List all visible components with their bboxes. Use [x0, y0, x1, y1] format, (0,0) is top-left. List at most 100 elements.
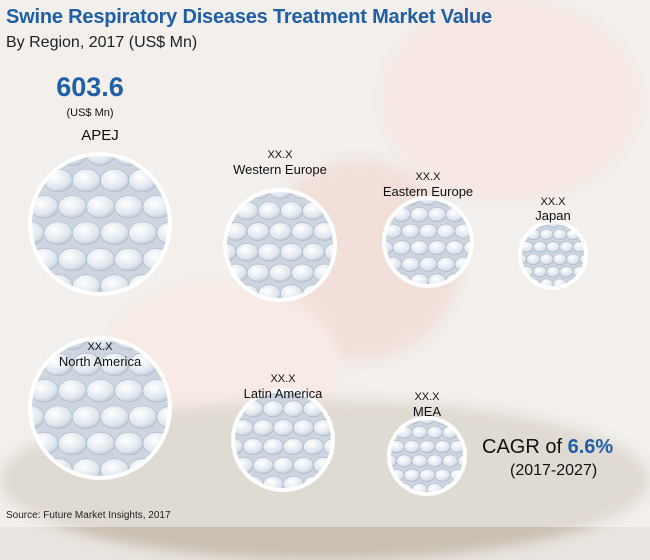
- pill: [272, 419, 294, 437]
- chart-title: Swine Respiratory Diseases Treatment Mar…: [6, 6, 492, 28]
- pill: [57, 431, 87, 456]
- pill: [559, 241, 574, 253]
- pill: [586, 217, 599, 228]
- pill: [100, 221, 130, 245]
- pill: [323, 438, 333, 455]
- bubble-edge: [518, 220, 588, 290]
- bubble-edge: [28, 336, 172, 480]
- pill: [142, 379, 170, 403]
- cagr-period: (2017-2027): [510, 462, 598, 479]
- pill: [552, 228, 567, 241]
- pill: [257, 201, 281, 220]
- pill: [466, 441, 481, 453]
- pill: [291, 263, 315, 283]
- pill: [128, 221, 158, 245]
- pill: [57, 338, 87, 350]
- pill: [434, 468, 451, 482]
- pill: [336, 264, 358, 282]
- pill: [324, 243, 335, 262]
- pill: [427, 240, 447, 256]
- pill: [539, 228, 554, 241]
- pill: [57, 154, 87, 166]
- pill: [463, 240, 472, 256]
- pill: [283, 438, 304, 455]
- pill: [411, 454, 428, 468]
- pill: [293, 457, 315, 474]
- bubble-apej: APEJ: [28, 127, 199, 296]
- source-note: Source: Future Market Insights, 2017: [6, 510, 171, 521]
- pill: [410, 240, 429, 256]
- pill: [336, 223, 358, 241]
- pill: [436, 256, 456, 272]
- region-label: Western Europe: [233, 162, 327, 177]
- value-label: XX.X: [270, 373, 296, 385]
- pill: [43, 405, 73, 429]
- pill: [419, 468, 436, 482]
- region-label: Japan: [535, 208, 570, 223]
- pill: [71, 168, 101, 192]
- pill: [546, 241, 561, 253]
- pill: [302, 243, 326, 262]
- pill: [427, 207, 447, 222]
- pill: [272, 457, 294, 474]
- pill: [559, 266, 574, 278]
- pill: [71, 221, 101, 245]
- pill: [269, 263, 292, 283]
- pill: [171, 143, 199, 166]
- pill: [384, 273, 394, 286]
- pill: [291, 222, 315, 241]
- pill: [86, 431, 116, 456]
- pill: [579, 253, 586, 265]
- pill: [252, 419, 274, 437]
- pill: [457, 483, 465, 494]
- pill: [419, 440, 436, 454]
- pill: [303, 438, 325, 455]
- pill: [410, 207, 429, 222]
- pill: [404, 440, 421, 454]
- chart-subtitle: By Region, 2017 (US$ Mn): [6, 34, 198, 51]
- pill: [466, 469, 481, 481]
- value-label: XX.X: [415, 171, 441, 183]
- pill: [142, 195, 170, 219]
- pill: [539, 253, 554, 265]
- pill: [171, 432, 199, 455]
- pill: [156, 405, 170, 429]
- pill: [156, 221, 170, 245]
- pill: [269, 222, 292, 241]
- pill: [520, 278, 527, 288]
- pill: [401, 223, 420, 239]
- pill: [71, 405, 101, 429]
- pill: [30, 274, 45, 294]
- pill: [257, 243, 281, 262]
- pill: [336, 181, 358, 199]
- bubble-edge: [223, 188, 337, 302]
- pill: [552, 253, 567, 265]
- pill: [572, 222, 586, 228]
- highlight-value: 603.6: [56, 72, 124, 102]
- pill: [463, 273, 472, 286]
- region-label: Eastern Europe: [383, 184, 473, 199]
- pill: [86, 247, 116, 272]
- pill: [334, 420, 354, 436]
- pill: [566, 253, 581, 265]
- pill: [57, 195, 87, 219]
- pill: [252, 457, 274, 474]
- pill: [586, 266, 599, 277]
- pill: [86, 195, 116, 219]
- pill: [532, 241, 547, 253]
- pill: [334, 382, 354, 398]
- pill: [57, 379, 87, 403]
- pill: [171, 379, 199, 402]
- pill: [449, 418, 465, 425]
- pill: [156, 458, 170, 478]
- pill: [262, 438, 284, 455]
- pill: [411, 425, 428, 439]
- pill: [246, 263, 270, 283]
- pill: [128, 405, 158, 429]
- pill: [334, 457, 354, 473]
